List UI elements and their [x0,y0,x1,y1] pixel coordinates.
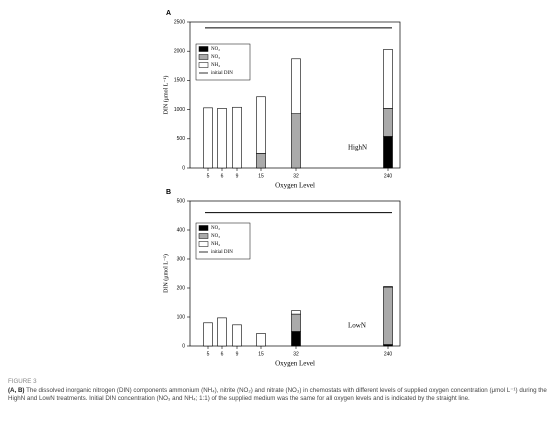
bar-segment [256,333,266,347]
bar-segment [203,322,213,347]
bar-segment [232,106,242,169]
y-tick-label: 100 [177,314,186,320]
legend-label: NO₃ [211,55,220,60]
bar-segment [203,107,213,169]
bar-segment [291,331,301,347]
bar-segment [217,317,227,347]
panel-label: B [166,189,171,196]
y-axis-label: DIN (μmol L⁻¹) [162,76,169,115]
x-tick-label: 32 [293,173,299,179]
bar-segment [256,96,266,154]
legend-label: NH₄ [211,63,220,68]
x-axis-label: Oxygen Level [275,182,315,190]
legend-label: initial DIN [211,71,233,76]
legend-label: initial DIN [211,250,233,255]
legend-label: NO₃ [211,234,220,239]
legend-label: NH₄ [211,242,220,247]
annotation: HighN [348,144,367,152]
bar-segment [291,113,301,169]
caption: The dissolved inorganic nitrogen (DIN) c… [8,386,547,403]
y-tick-label: 0 [182,343,185,349]
y-tick-label: 400 [177,227,186,233]
bar-segment [291,313,301,332]
x-tick-label: 9 [236,173,239,179]
bar-segment [383,286,393,288]
bar-segment [383,136,393,169]
caption-bold: (A, B) [8,386,25,394]
y-tick-label: 300 [177,256,186,262]
annotation: LowN [348,322,366,330]
y-tick-label: 2500 [174,19,185,25]
bar-segment [217,108,227,169]
y-tick-label: 1000 [174,107,185,113]
legend-swatch [198,54,209,60]
bar-segment [291,310,301,315]
x-tick-label: 15 [258,351,264,357]
legend-label: NO₂ [211,226,220,231]
x-axis-label: Oxygen Level [275,360,315,368]
bar-segment [383,108,393,137]
y-tick-label: 2000 [174,49,185,55]
x-tick-label: 6 [221,173,224,179]
x-tick-label: 5 [207,173,210,179]
panel-label: A [166,10,171,17]
y-axis-label: DIN (μmol L⁻¹) [162,254,169,293]
y-tick-label: 200 [177,285,186,291]
x-tick-label: 9 [236,351,239,357]
legend-box [195,222,251,260]
y-tick-label: 500 [177,136,186,142]
y-tick-label: 0 [182,165,185,171]
legend-swatch [198,46,209,52]
caption-block: FIGURE 3 (A, B) The dissolved inorganic … [8,378,548,404]
legend-swatch [198,225,209,231]
x-tick-label: 32 [293,351,299,357]
bar-segment [383,49,393,109]
x-tick-label: 240 [384,173,393,179]
legend-swatch [198,233,209,239]
bar-segment [232,324,242,347]
y-tick-label: 1500 [174,78,185,84]
x-tick-label: 15 [258,173,264,179]
legend-label: NO₂ [211,47,220,52]
legend-swatch [198,62,209,68]
bar-segment [291,58,301,114]
legend-swatch [198,241,209,247]
x-tick-label: 5 [207,351,210,357]
y-tick-label: 500 [177,198,186,204]
x-tick-label: 6 [221,351,224,357]
x-tick-label: 240 [384,351,393,357]
figure-label: FIGURE 3 [8,378,37,385]
bar-segment [256,153,266,169]
bar-segment [383,286,393,345]
